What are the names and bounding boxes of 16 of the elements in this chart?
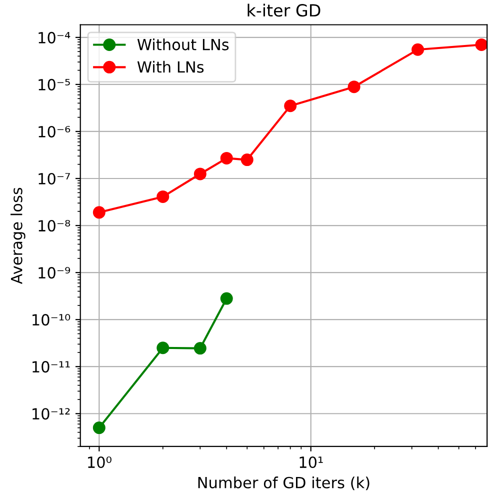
y-tick-label: 10⁻¹² (32, 408, 70, 420)
y-tick-label: 10⁻¹¹ (32, 361, 70, 373)
y-tick-label: 10⁻⁷ (38, 172, 70, 185)
x-tick-label: 10⁰ (88, 456, 112, 468)
y-tick-label: 10⁻⁹ (38, 267, 70, 279)
x-axis-title: Number of GD iters (k) (198, 476, 370, 490)
y-tick-label: 10⁻⁶ (38, 126, 70, 138)
chart-title: k-iter GD (248, 4, 320, 17)
y-tick-label: 10⁻⁴ (38, 32, 70, 44)
y-tick-label: 10⁻¹⁰ (32, 314, 70, 326)
y-tick-label: 10⁻⁵ (38, 78, 70, 90)
y-tick-label: 10⁻⁸ (38, 220, 70, 232)
legend-label: Without LNs (137, 38, 229, 50)
x-tick-label: 10¹ (300, 456, 323, 468)
y-axis-title: Average loss (10, 188, 26, 284)
legend-label: With LNs (137, 60, 204, 73)
